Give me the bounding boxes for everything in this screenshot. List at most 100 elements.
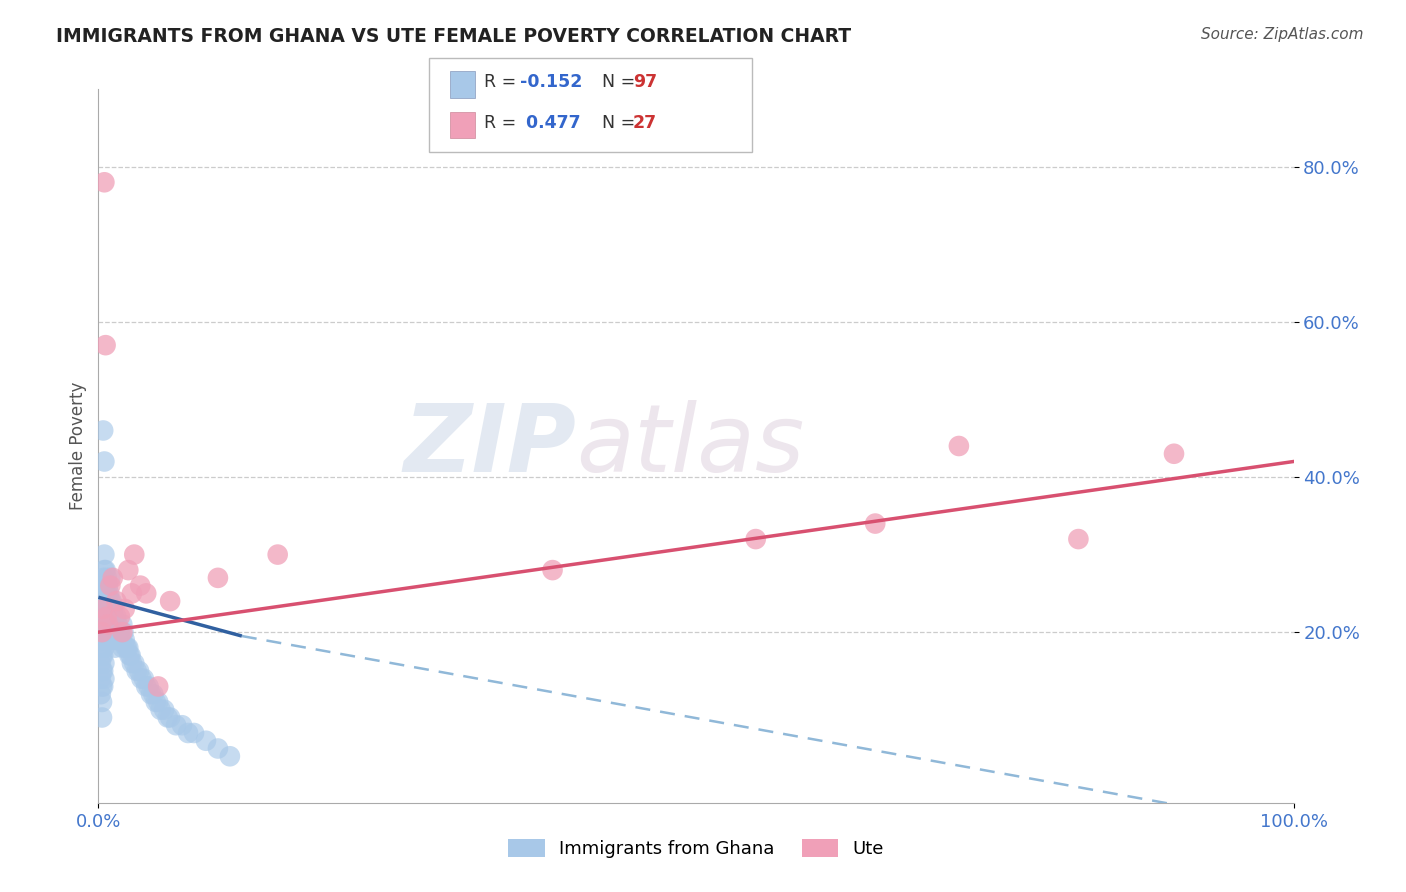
Point	[94, 609, 117, 624]
Point	[105, 609, 128, 624]
Point	[91, 586, 114, 600]
Point	[91, 625, 114, 640]
Point	[111, 625, 134, 640]
Point	[165, 718, 187, 732]
Point	[98, 602, 121, 616]
Point	[148, 695, 170, 709]
Point	[104, 617, 127, 632]
Point	[91, 602, 114, 616]
Point	[948, 439, 970, 453]
Point	[97, 617, 120, 632]
Point	[97, 594, 120, 608]
Point	[135, 680, 157, 694]
Point	[115, 640, 138, 655]
Point	[91, 632, 114, 647]
Point	[91, 571, 114, 585]
Point	[207, 741, 229, 756]
Point	[114, 602, 136, 616]
Point	[103, 609, 125, 624]
Point	[93, 656, 115, 670]
Point	[97, 609, 120, 624]
Point	[541, 563, 564, 577]
Point	[117, 563, 139, 577]
Point	[145, 695, 167, 709]
Point	[1163, 447, 1185, 461]
Y-axis label: Female Poverty: Female Poverty	[69, 382, 87, 510]
Text: atlas: atlas	[576, 401, 804, 491]
Point	[97, 632, 120, 647]
Point	[108, 625, 131, 640]
Point	[90, 672, 112, 686]
Point	[124, 548, 146, 562]
Point	[91, 424, 114, 438]
Text: R =: R =	[484, 114, 522, 132]
Text: IMMIGRANTS FROM GHANA VS UTE FEMALE POVERTY CORRELATION CHART: IMMIGRANTS FROM GHANA VS UTE FEMALE POVE…	[56, 27, 852, 45]
Point	[94, 625, 117, 640]
Point	[91, 648, 114, 663]
Point	[91, 617, 114, 632]
Point	[96, 571, 118, 585]
Text: N =: N =	[591, 73, 640, 91]
Point	[172, 718, 194, 732]
Point	[177, 726, 200, 740]
Point	[121, 656, 143, 670]
Point	[117, 640, 139, 655]
Point	[124, 656, 146, 670]
Point	[111, 640, 134, 655]
Point	[91, 602, 114, 616]
Point	[94, 579, 117, 593]
Point	[104, 640, 127, 655]
Point	[98, 579, 122, 593]
Point	[93, 625, 115, 640]
Point	[90, 656, 112, 670]
Point	[219, 749, 242, 764]
Point	[91, 664, 114, 678]
Point	[101, 602, 124, 616]
Point	[90, 640, 112, 655]
Point	[153, 703, 176, 717]
Point	[110, 632, 132, 647]
Point	[96, 609, 118, 624]
Point	[93, 594, 115, 608]
Text: -0.152: -0.152	[520, 73, 582, 91]
Point	[91, 664, 114, 678]
Point	[865, 516, 887, 531]
Point	[91, 648, 114, 663]
Point	[107, 617, 129, 632]
Point	[93, 609, 115, 624]
Point	[91, 680, 114, 694]
Point	[148, 680, 170, 694]
Text: ZIP: ZIP	[404, 400, 576, 492]
Point	[156, 710, 179, 724]
Point	[118, 648, 141, 663]
Point	[96, 586, 118, 600]
Point	[98, 571, 122, 585]
Point	[129, 579, 152, 593]
Point	[135, 586, 157, 600]
Point	[90, 687, 112, 701]
Point	[107, 625, 129, 640]
Point	[100, 617, 122, 632]
Point	[267, 548, 290, 562]
Point	[105, 632, 128, 647]
Point	[91, 617, 114, 632]
Point	[103, 632, 125, 647]
Point	[159, 710, 181, 724]
Point	[745, 532, 768, 546]
Point	[91, 586, 114, 600]
Point	[94, 563, 117, 577]
Point	[149, 703, 172, 717]
Point	[97, 579, 120, 593]
Text: N =: N =	[591, 114, 640, 132]
Point	[114, 632, 136, 647]
Point	[98, 632, 122, 647]
Point	[93, 563, 115, 577]
Point	[93, 579, 115, 593]
Point	[93, 175, 115, 189]
Point	[105, 594, 128, 608]
Text: 97: 97	[633, 73, 657, 91]
Legend: Immigrants from Ghana, Ute: Immigrants from Ghana, Ute	[502, 831, 890, 865]
Point	[111, 617, 134, 632]
Point	[93, 640, 115, 655]
Point	[98, 609, 122, 624]
